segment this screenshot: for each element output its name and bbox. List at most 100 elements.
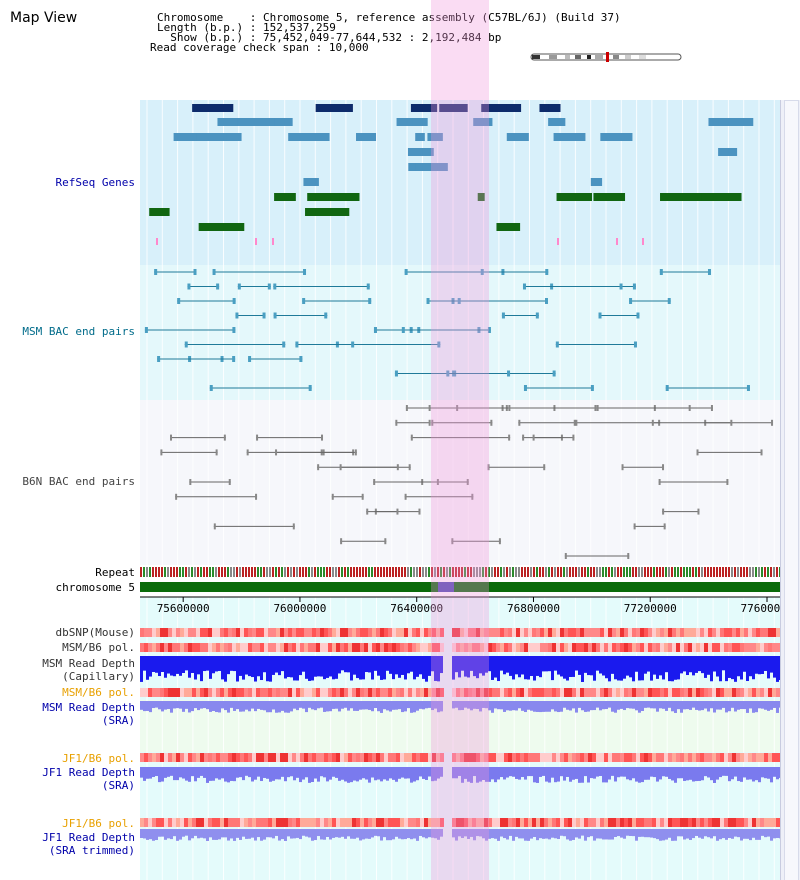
repeat-mark	[233, 567, 235, 577]
depth-bar	[776, 701, 779, 713]
depth-bar	[350, 767, 353, 783]
heat-cell	[576, 643, 580, 652]
depth-bar	[704, 656, 707, 678]
heat-cell	[164, 643, 168, 652]
vertical-scrollbar[interactable]	[780, 100, 800, 880]
heat-cell	[600, 628, 604, 637]
depth-bar	[701, 829, 704, 839]
heat-cell	[520, 643, 524, 652]
b6n-end	[428, 405, 431, 411]
b6n-end	[466, 479, 469, 485]
bac-end	[426, 298, 430, 304]
heat-cell	[460, 628, 464, 637]
depth-bar	[248, 656, 251, 677]
depth-bar	[230, 701, 233, 708]
heat-cell	[680, 688, 684, 697]
depth-bar	[146, 767, 149, 779]
msm-bac-track-label[interactable]: MSM BAC end pairs	[22, 325, 135, 338]
depth-bar	[221, 829, 224, 838]
depth-bar	[347, 701, 350, 711]
depth-bar	[413, 829, 416, 839]
repeat-mark	[227, 567, 229, 577]
heat-cell	[368, 688, 372, 697]
depth-bar	[692, 656, 695, 676]
heat-cell	[344, 643, 348, 652]
b6n-end	[451, 538, 454, 545]
heat-cell	[728, 688, 732, 697]
heat-cell	[756, 753, 760, 762]
depth-bar	[638, 701, 641, 713]
depth-bar	[326, 767, 329, 782]
jf1-read-depth-trim-label[interactable]: JF1 Read Depth	[42, 831, 135, 844]
heat-cell	[308, 628, 312, 637]
depth-bar	[308, 829, 311, 838]
dbsnp-track-label[interactable]: dbSNP(Mouse)	[55, 626, 135, 639]
depth-bar	[623, 656, 626, 679]
jf1-read-depth-label[interactable]: JF1 Read Depth	[42, 766, 135, 779]
refseq-track-label[interactable]: RefSeq Genes	[55, 176, 135, 189]
bac-end	[636, 312, 640, 319]
b6n-bac-track-label[interactable]: B6N BAC end pairs	[22, 475, 135, 488]
heat-cell	[656, 753, 660, 762]
repeat-mark	[728, 567, 730, 577]
depth-bar	[224, 656, 227, 682]
repeat-mark	[644, 567, 646, 577]
gene-feature	[356, 133, 377, 141]
heat-cell	[500, 688, 504, 697]
depth-bar	[743, 701, 746, 710]
depth-bar	[560, 767, 563, 777]
bac-end	[232, 298, 236, 304]
heat-cell	[548, 628, 552, 637]
bac-end	[665, 385, 669, 391]
bac-end	[544, 298, 548, 304]
heat-cell	[684, 818, 688, 827]
depth-bar	[299, 701, 302, 708]
depth-bar	[671, 701, 674, 712]
heat-cell	[684, 643, 688, 652]
repeat-mark	[677, 567, 679, 577]
heat-cell	[364, 643, 368, 652]
depth-bar	[428, 701, 431, 708]
depth-bar	[200, 767, 203, 776]
depth-bar	[746, 701, 749, 713]
depth-bar	[773, 701, 776, 708]
bac-end	[437, 341, 441, 348]
repeat-mark	[275, 567, 277, 577]
depth-bar	[584, 829, 587, 841]
repeat-mark	[605, 567, 607, 577]
scrollbar-thumb[interactable]	[784, 100, 799, 880]
repeat-mark	[497, 567, 499, 577]
b6n-end	[431, 419, 434, 426]
jf1-b6-pol-label[interactable]: JF1/B6 pol.	[62, 752, 135, 765]
repeat-mark	[296, 567, 298, 577]
b6n-end	[490, 419, 493, 426]
depth-bar	[308, 701, 311, 708]
jf1-b6-pol-trim-label[interactable]: JF1/B6 pol.	[62, 817, 135, 830]
heat-cell	[732, 818, 736, 827]
heat-cell	[420, 628, 424, 637]
chromosome-ideogram[interactable]	[529, 52, 683, 62]
heat-cell	[476, 753, 480, 762]
bac-end	[707, 269, 711, 275]
repeat-mark	[494, 567, 496, 577]
heat-cell	[148, 753, 152, 762]
msm-read-depth-cap-label[interactable]: MSM Read Depth	[42, 657, 135, 670]
heat-cell	[288, 628, 292, 637]
msm-read-depth-sra-label[interactable]: MSM Read Depth	[42, 701, 135, 714]
heat-cell	[260, 643, 264, 652]
depth-bar	[326, 656, 329, 678]
repeat-mark	[320, 567, 322, 577]
bac-end	[157, 356, 161, 362]
depth-bar	[461, 767, 464, 783]
depth-bar	[155, 656, 158, 673]
repeat-mark	[695, 567, 697, 577]
msm-b6-pol-label[interactable]: MSM/B6 pol.	[62, 641, 135, 654]
bac-end	[404, 269, 408, 275]
repeat-mark	[164, 567, 166, 577]
heat-cell	[672, 753, 676, 762]
bac-end	[366, 283, 370, 290]
msm-b6-pol-sra-label[interactable]: MSM/B6 pol.	[62, 686, 135, 699]
depth-bar	[392, 701, 395, 710]
heat-cell	[720, 628, 724, 637]
